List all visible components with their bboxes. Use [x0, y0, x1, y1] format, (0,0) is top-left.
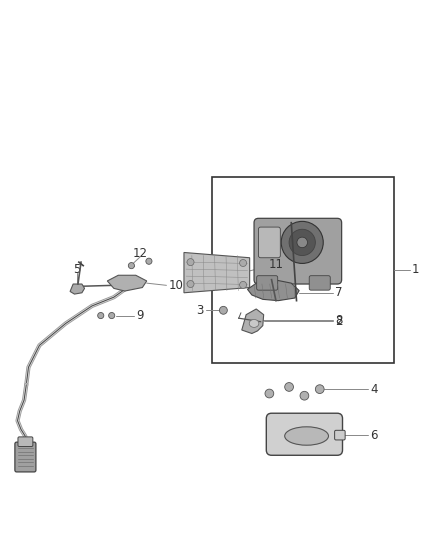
FancyBboxPatch shape: [266, 413, 343, 455]
Text: 1: 1: [412, 263, 419, 276]
Circle shape: [315, 385, 324, 393]
FancyBboxPatch shape: [258, 227, 280, 258]
Text: 3: 3: [196, 304, 204, 317]
Circle shape: [289, 229, 315, 255]
Text: 7: 7: [335, 286, 343, 300]
Circle shape: [187, 280, 194, 287]
FancyBboxPatch shape: [257, 276, 278, 290]
Circle shape: [300, 391, 309, 400]
Text: 4: 4: [370, 383, 378, 395]
Polygon shape: [242, 309, 264, 334]
Text: 9: 9: [136, 309, 143, 322]
Circle shape: [128, 263, 134, 269]
Text: 2: 2: [335, 315, 343, 328]
Text: 8: 8: [335, 314, 343, 327]
FancyBboxPatch shape: [15, 442, 36, 472]
Polygon shape: [184, 253, 250, 293]
Circle shape: [281, 221, 323, 263]
Polygon shape: [70, 284, 85, 294]
Text: 5: 5: [73, 263, 80, 276]
Text: 10: 10: [169, 279, 184, 292]
FancyBboxPatch shape: [254, 219, 342, 284]
FancyBboxPatch shape: [309, 276, 330, 290]
Text: 12: 12: [133, 247, 148, 260]
Circle shape: [187, 259, 194, 265]
Circle shape: [219, 306, 227, 314]
Ellipse shape: [249, 319, 259, 327]
Text: 11: 11: [269, 258, 284, 271]
Circle shape: [98, 312, 104, 319]
Circle shape: [240, 260, 247, 266]
Ellipse shape: [285, 427, 328, 445]
Circle shape: [265, 389, 274, 398]
Circle shape: [146, 258, 152, 264]
Circle shape: [285, 383, 293, 391]
Circle shape: [240, 281, 247, 288]
Text: 6: 6: [370, 429, 378, 442]
Polygon shape: [107, 275, 147, 291]
Polygon shape: [247, 280, 299, 301]
Circle shape: [109, 312, 115, 319]
Circle shape: [297, 237, 307, 248]
FancyBboxPatch shape: [335, 430, 345, 440]
FancyBboxPatch shape: [18, 437, 33, 447]
Bar: [212, 177, 394, 363]
